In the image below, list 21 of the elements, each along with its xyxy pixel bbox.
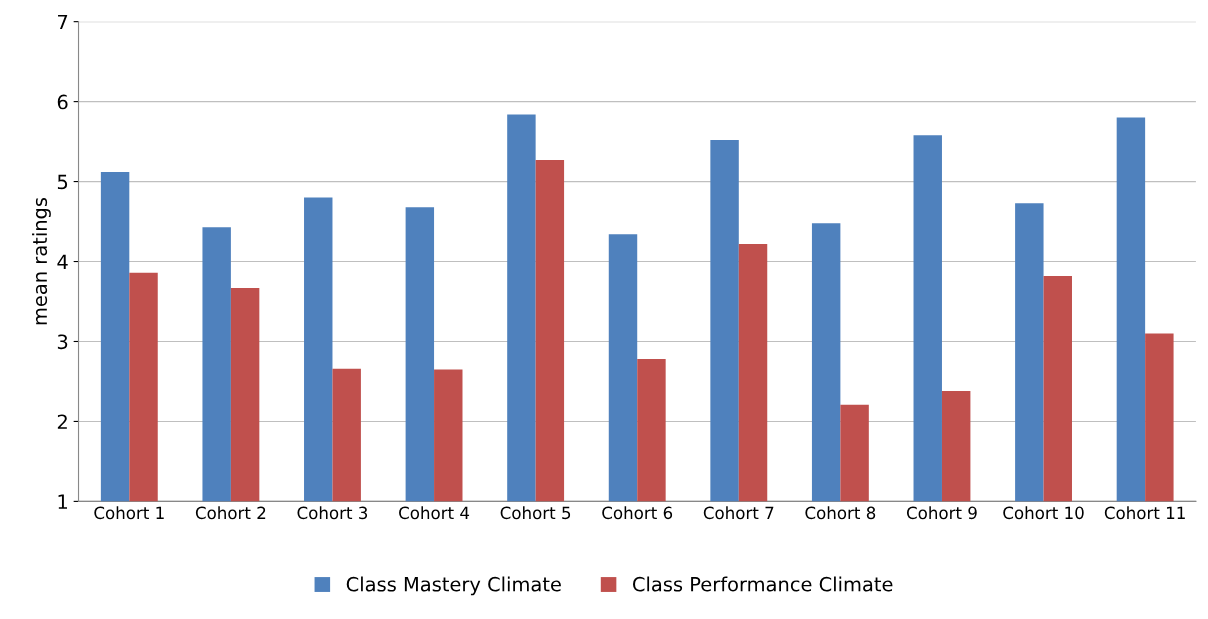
x-tick-label: Cohort 5 — [500, 506, 571, 520]
y-tick-label: 6 — [57, 94, 68, 110]
y-tick-label: 5 — [57, 174, 68, 190]
y-tick-label: 4 — [57, 254, 68, 269]
x-tick-label: Cohort 8 — [805, 506, 876, 520]
x-tick-label: Cohort 6 — [602, 506, 673, 520]
legend-label: Class Performance Climate — [633, 576, 893, 592]
legend-label: Class Mastery Climate — [346, 576, 561, 596]
x-tick-label: Cohort 7 — [703, 506, 774, 520]
x-tick-label: Cohort 3 — [297, 506, 368, 520]
x-tick-label: Cohort 1 — [94, 506, 164, 520]
y-tick-label: 1 — [58, 494, 67, 509]
x-tick-label: Cohort 9 — [906, 506, 977, 520]
y-tick-label: 2 — [57, 414, 67, 429]
y-axis-title: mean ratings — [32, 197, 51, 325]
x-tick-label: Cohort 4 — [399, 506, 470, 520]
x-tick-label: Cohort 10 — [1003, 506, 1084, 520]
y-tick-label: 7 — [58, 14, 68, 30]
x-tick-label: Cohort 11 — [1104, 506, 1185, 520]
x-tick-label: Cohort 2 — [195, 506, 266, 520]
y-tick-label: 3 — [57, 334, 68, 350]
